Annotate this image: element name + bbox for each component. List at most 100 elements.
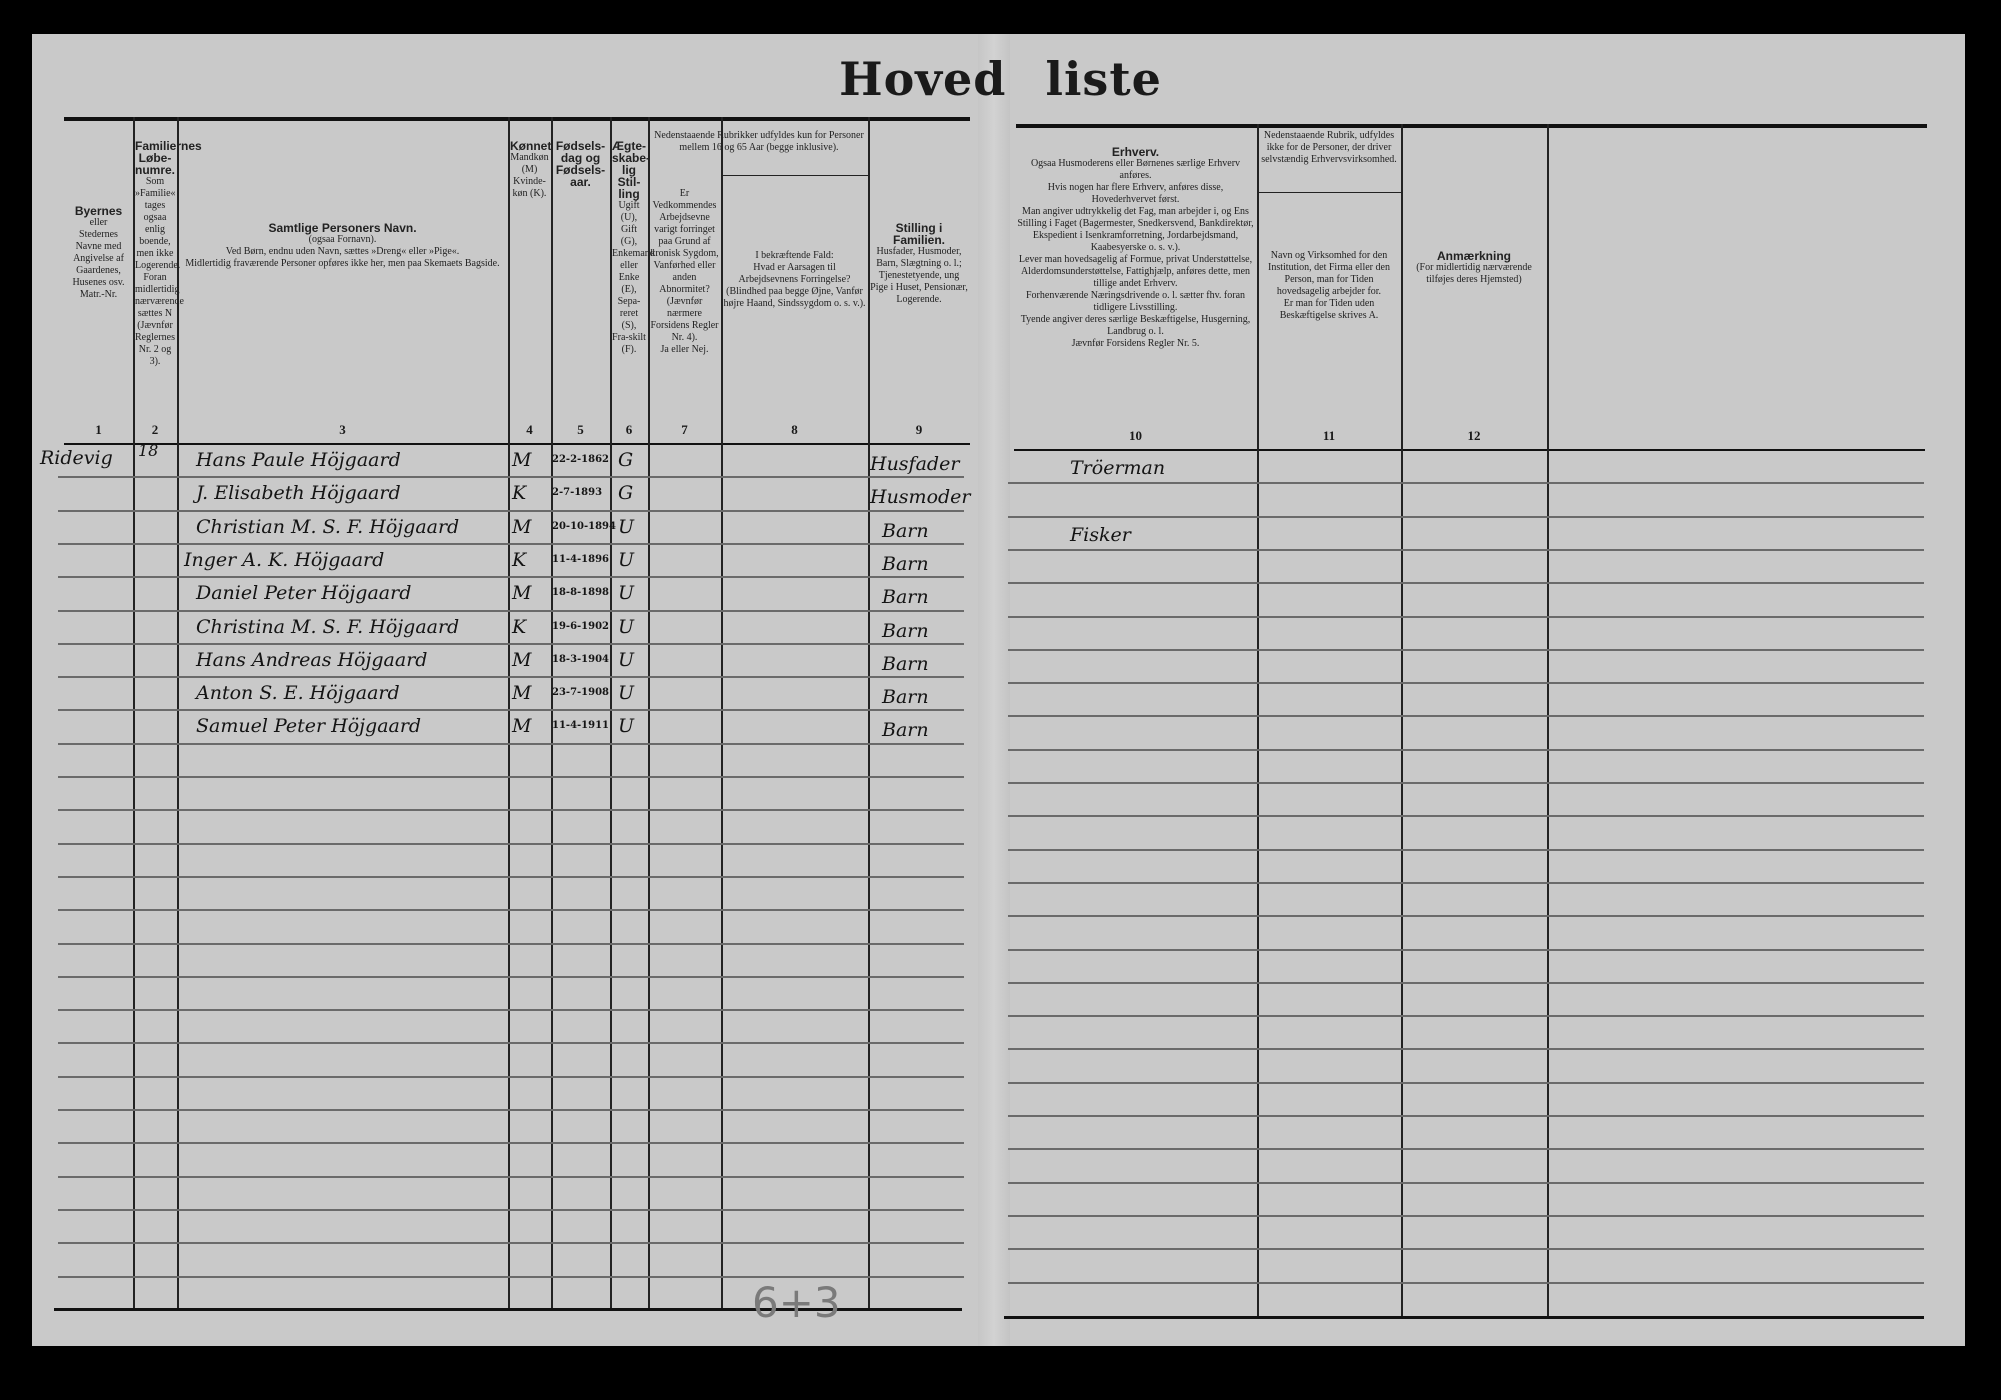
column-divider xyxy=(610,117,612,1308)
row-line xyxy=(1008,748,1924,751)
row-line xyxy=(58,476,964,479)
row-line xyxy=(58,1275,964,1278)
column-header-4: Kønnet Mandkøn (M) Kvinde-køn (K). xyxy=(510,140,551,200)
column-title: Erhverv. xyxy=(1111,145,1160,159)
row-line xyxy=(58,1242,964,1245)
person-occupation: Tröerman xyxy=(1070,457,1166,479)
bottom-rule-left xyxy=(54,1308,962,1311)
column-title: Ægte-skabe-lig Stil-ling xyxy=(612,139,651,201)
person-marital-status: U xyxy=(618,682,635,705)
row-line xyxy=(1008,615,1924,618)
row-line xyxy=(58,975,964,978)
person-marital-status: U xyxy=(618,548,635,571)
column-number: 12 xyxy=(1467,428,1481,443)
column-instructions: Husfader, Husmoder, Barn, Slægtning o. l… xyxy=(870,246,968,305)
column-number: 9 xyxy=(915,422,923,437)
column-header-7: Er Vedkommendes Arbejdsevne varigt forri… xyxy=(650,188,719,356)
person-family-position: Husfader xyxy=(870,453,960,475)
column-title: Samtlige Personers Navn. xyxy=(268,221,417,235)
column-header-8: I bekræftende Fald: Hvad er Aarsagen til… xyxy=(723,250,866,310)
column-number: 10 xyxy=(1129,428,1142,443)
column-header-11: Navn og Virksomhed for den Institution, … xyxy=(1260,250,1398,322)
row-line xyxy=(1008,815,1924,818)
person-sex: M xyxy=(512,648,532,671)
column-instructions: Er Vedkommendes Arbejdsevne varigt forri… xyxy=(650,188,719,355)
column-header-9: Stilling i Familien. Husfader, Husmoder, … xyxy=(870,222,968,306)
column-header-12: Anmærkning (For midlertidig nærværende ti… xyxy=(1404,250,1544,286)
row-line xyxy=(1008,682,1924,685)
row-line xyxy=(1008,1115,1924,1117)
column-divider xyxy=(177,117,179,1308)
row-line xyxy=(1008,1248,1924,1251)
person-name: Anton S. E. Höjgaard xyxy=(196,682,400,705)
family-number: 18 xyxy=(138,441,159,460)
pencil-note: 6+3 xyxy=(752,1278,841,1327)
column-divider xyxy=(1257,192,1401,193)
person-family-position: Barn xyxy=(882,586,929,609)
person-occupation: Fisker xyxy=(1070,523,1131,546)
bottom-rule-right xyxy=(1004,1316,1924,1319)
row-line xyxy=(58,909,964,912)
column-instructions: (For midlertidig nærværende tilføjes der… xyxy=(1416,262,1532,285)
person-marital-status: U xyxy=(618,715,635,738)
row-line xyxy=(1008,515,1924,518)
column-number: 5 xyxy=(577,422,584,437)
row-line xyxy=(1008,1214,1924,1217)
column-divider xyxy=(1547,124,1549,1316)
row-line xyxy=(58,542,964,545)
column-divider xyxy=(721,175,868,176)
row-line xyxy=(58,1009,964,1012)
column-divider xyxy=(133,117,135,1308)
row-line xyxy=(58,809,964,812)
column-header-3: Samtlige Personers Navn. (ogsaa Fornavn).… xyxy=(179,222,506,270)
row-line xyxy=(58,1208,964,1211)
column-instructions: Mandkøn (M) Kvinde-køn (K). xyxy=(510,152,549,199)
person-name: Hans Andreas Höjgaard xyxy=(196,648,428,671)
row-line xyxy=(1008,1048,1924,1051)
column-header-1: Byernes eller Stedernes Navne med Angivel… xyxy=(66,205,131,301)
person-name: Hans Paule Höjgaard xyxy=(196,449,401,471)
age-group-note: Nedenstaaende Rubrikker udfyldes kun for… xyxy=(654,130,864,153)
column-header-5: Fødsels-dag og Fødsels-aar. xyxy=(553,140,608,188)
person-marital-status: U xyxy=(618,515,635,538)
row-line xyxy=(1008,981,1924,984)
row-line xyxy=(1008,582,1924,585)
person-marital-status: G xyxy=(618,449,634,471)
person-name: Christian M. S. F. Höjgaard xyxy=(196,515,460,538)
self-employed-note: Nedenstaaende Rubrik, udfyldes ikke for … xyxy=(1261,130,1397,165)
person-sex: M xyxy=(512,449,532,471)
column-title: Fødsels-dag og Fødsels-aar. xyxy=(555,139,606,189)
column-divider xyxy=(551,117,553,1308)
person-family-position: Barn xyxy=(882,719,929,742)
column-instructions: Navn og Virksomhed for den Institution, … xyxy=(1268,250,1390,321)
place-name: Ridevig xyxy=(40,447,113,469)
person-birth-date: 18-3-1904 xyxy=(552,653,610,665)
row-line xyxy=(1008,1281,1924,1284)
person-name: J. Elisabeth Höjgaard xyxy=(196,482,401,505)
person-marital-status: U xyxy=(618,582,635,605)
column-number: 1 xyxy=(95,422,102,437)
column-divider xyxy=(1401,124,1403,1316)
row-line xyxy=(58,1175,964,1178)
header-rule-right xyxy=(1014,449,1925,451)
person-sex: K xyxy=(512,548,527,571)
column-divider xyxy=(508,117,510,1308)
top-rule-right xyxy=(1016,124,1927,128)
person-family-position: Barn xyxy=(882,552,929,575)
row-line xyxy=(1008,715,1924,718)
person-marital-status: U xyxy=(618,648,635,671)
row-line xyxy=(1008,1148,1924,1151)
person-marital-status: G xyxy=(618,482,634,505)
person-birth-date: 22-2-1862 xyxy=(552,454,610,465)
person-birth-date: 11-4-1896 xyxy=(552,553,610,565)
row-line xyxy=(1008,1015,1924,1018)
column-number: 11 xyxy=(1322,428,1336,443)
person-marital-status: U xyxy=(618,615,635,638)
row-line xyxy=(1008,648,1924,651)
person-sex: M xyxy=(512,582,532,605)
person-family-position: Husmoder xyxy=(870,486,971,509)
person-name: Christina M. S. F. Höjgaard xyxy=(196,615,460,638)
row-line xyxy=(58,942,964,945)
column-title: Anmærkning xyxy=(1436,249,1511,263)
row-line xyxy=(58,776,964,778)
